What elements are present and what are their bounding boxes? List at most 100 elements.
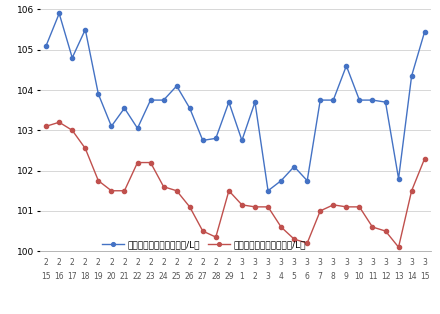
レギュラー看板価格（円/L） bbox=[291, 165, 297, 168]
レギュラー実売価格（円/L） bbox=[383, 229, 388, 233]
レギュラー看板価格（円/L） bbox=[304, 179, 310, 182]
レギュラー実売価格（円/L） bbox=[304, 241, 310, 245]
レギュラー看板価格（円/L） bbox=[161, 98, 166, 102]
レギュラー実売価格（円/L） bbox=[161, 185, 166, 189]
Text: 3: 3 bbox=[409, 258, 414, 268]
Text: 13: 13 bbox=[394, 272, 403, 281]
Text: 2: 2 bbox=[57, 258, 62, 268]
Text: 14: 14 bbox=[407, 272, 416, 281]
Line: レギュラー実売価格（円/L）: レギュラー実売価格（円/L） bbox=[44, 120, 427, 249]
Text: 2: 2 bbox=[213, 258, 218, 268]
レギュラー実売価格（円/L） bbox=[174, 189, 180, 192]
Text: 25: 25 bbox=[172, 272, 181, 281]
レギュラー看板価格（円/L） bbox=[409, 74, 414, 78]
Text: 10: 10 bbox=[355, 272, 364, 281]
レギュラー看板価格（円/L） bbox=[396, 177, 401, 181]
Text: 15: 15 bbox=[420, 272, 429, 281]
Text: 2: 2 bbox=[187, 258, 192, 268]
Text: 7: 7 bbox=[318, 272, 323, 281]
レギュラー看板価格（円/L） bbox=[331, 98, 336, 102]
Text: 2: 2 bbox=[253, 272, 257, 281]
レギュラー看板価格（円/L） bbox=[370, 98, 375, 102]
Text: 24: 24 bbox=[159, 272, 169, 281]
Text: 3: 3 bbox=[396, 258, 401, 268]
Text: 29: 29 bbox=[224, 272, 234, 281]
Text: 12: 12 bbox=[381, 272, 390, 281]
Text: 3: 3 bbox=[266, 272, 271, 281]
レギュラー実売価格（円/L） bbox=[200, 229, 205, 233]
Text: 22: 22 bbox=[133, 272, 142, 281]
レギュラー看板価格（円/L） bbox=[318, 98, 323, 102]
Text: 3: 3 bbox=[239, 258, 244, 268]
レギュラー実売価格（円/L） bbox=[370, 225, 375, 229]
レギュラー実売価格（円/L） bbox=[396, 245, 401, 249]
Text: 4: 4 bbox=[279, 272, 283, 281]
Text: 3: 3 bbox=[292, 258, 297, 268]
Text: 2: 2 bbox=[122, 258, 127, 268]
レギュラー看板価格（円/L） bbox=[422, 30, 427, 34]
Text: 20: 20 bbox=[106, 272, 116, 281]
Text: 18: 18 bbox=[81, 272, 90, 281]
Text: 2: 2 bbox=[148, 258, 153, 268]
Text: 2: 2 bbox=[200, 258, 205, 268]
Text: 2: 2 bbox=[70, 258, 75, 268]
レギュラー看板価格（円/L） bbox=[226, 100, 231, 104]
レギュラー実売価格（円/L） bbox=[226, 189, 231, 192]
Text: 1: 1 bbox=[239, 272, 244, 281]
レギュラー実売価格（円/L） bbox=[422, 157, 427, 160]
Text: 2: 2 bbox=[161, 258, 166, 268]
レギュラー実売価格（円/L） bbox=[331, 203, 336, 207]
レギュラー看板価格（円/L） bbox=[265, 189, 271, 192]
レギュラー看板価格（円/L） bbox=[200, 138, 205, 142]
レギュラー実売価格（円/L） bbox=[213, 235, 219, 239]
Text: 2: 2 bbox=[96, 258, 101, 268]
Text: 3: 3 bbox=[253, 258, 257, 268]
Text: 3: 3 bbox=[422, 258, 427, 268]
Text: 5: 5 bbox=[292, 272, 297, 281]
レギュラー看板価格（円/L） bbox=[56, 12, 62, 15]
レギュラー看板価格（円/L） bbox=[148, 98, 153, 102]
Legend: レギュラー看板価格（円/L）, レギュラー実売価格（円/L）: レギュラー看板価格（円/L）, レギュラー実売価格（円/L） bbox=[102, 240, 306, 249]
レギュラー看板価格（円/L） bbox=[109, 124, 114, 128]
レギュラー実売価格（円/L） bbox=[70, 128, 75, 132]
レギュラー看板価格（円/L） bbox=[213, 137, 219, 140]
レギュラー看板価格（円/L） bbox=[44, 44, 49, 47]
Text: 2: 2 bbox=[44, 258, 48, 268]
レギュラー実売価格（円/L） bbox=[44, 124, 49, 128]
レギュラー看板価格（円/L） bbox=[70, 56, 75, 60]
レギュラー看板価格（円/L） bbox=[135, 127, 140, 130]
レギュラー実売価格（円/L） bbox=[135, 161, 140, 165]
Text: 3: 3 bbox=[331, 258, 336, 268]
レギュラー実売価格（円/L） bbox=[109, 189, 114, 192]
レギュラー看板価格（円/L） bbox=[344, 64, 349, 68]
レギュラー看板価格（円/L） bbox=[239, 138, 245, 142]
レギュラー看板価格（円/L） bbox=[174, 84, 180, 88]
レギュラー実売価格（円/L） bbox=[265, 205, 271, 209]
レギュラー看板価格（円/L） bbox=[83, 28, 88, 31]
Text: 2: 2 bbox=[109, 258, 114, 268]
レギュラー実売価格（円/L） bbox=[279, 225, 284, 229]
レギュラー実売価格（円/L） bbox=[83, 147, 88, 150]
レギュラー看板価格（円/L） bbox=[279, 179, 284, 182]
Text: 2: 2 bbox=[227, 258, 231, 268]
レギュラー看板価格（円/L） bbox=[96, 92, 101, 96]
Text: 3: 3 bbox=[279, 258, 283, 268]
Text: 23: 23 bbox=[146, 272, 155, 281]
レギュラー看板価格（円/L） bbox=[383, 100, 388, 104]
レギュラー実売価格（円/L） bbox=[253, 205, 258, 209]
レギュラー看板価格（円/L） bbox=[122, 106, 127, 110]
Text: 8: 8 bbox=[331, 272, 336, 281]
レギュラー実売価格（円/L） bbox=[318, 209, 323, 213]
Text: 27: 27 bbox=[198, 272, 208, 281]
Text: 3: 3 bbox=[318, 258, 323, 268]
レギュラー実売価格（円/L） bbox=[357, 205, 362, 209]
Text: 3: 3 bbox=[370, 258, 375, 268]
Text: 3: 3 bbox=[383, 258, 388, 268]
Text: 26: 26 bbox=[185, 272, 194, 281]
レギュラー実売価格（円/L） bbox=[96, 179, 101, 182]
Text: 3: 3 bbox=[357, 258, 362, 268]
レギュラー看板価格（円/L） bbox=[253, 100, 258, 104]
Text: 2: 2 bbox=[135, 258, 140, 268]
レギュラー実売価格（円/L） bbox=[56, 120, 62, 124]
Text: 17: 17 bbox=[67, 272, 77, 281]
